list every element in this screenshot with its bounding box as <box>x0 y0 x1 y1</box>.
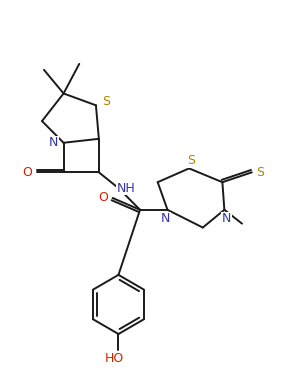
Text: N: N <box>161 212 170 225</box>
Text: N: N <box>49 136 59 149</box>
Text: NH: NH <box>117 181 136 194</box>
Text: S: S <box>256 166 264 179</box>
Text: S: S <box>187 154 195 167</box>
Text: O: O <box>22 166 32 179</box>
Text: S: S <box>102 95 110 108</box>
Text: HO: HO <box>105 352 124 365</box>
Text: N: N <box>222 212 231 225</box>
Text: O: O <box>98 191 108 205</box>
